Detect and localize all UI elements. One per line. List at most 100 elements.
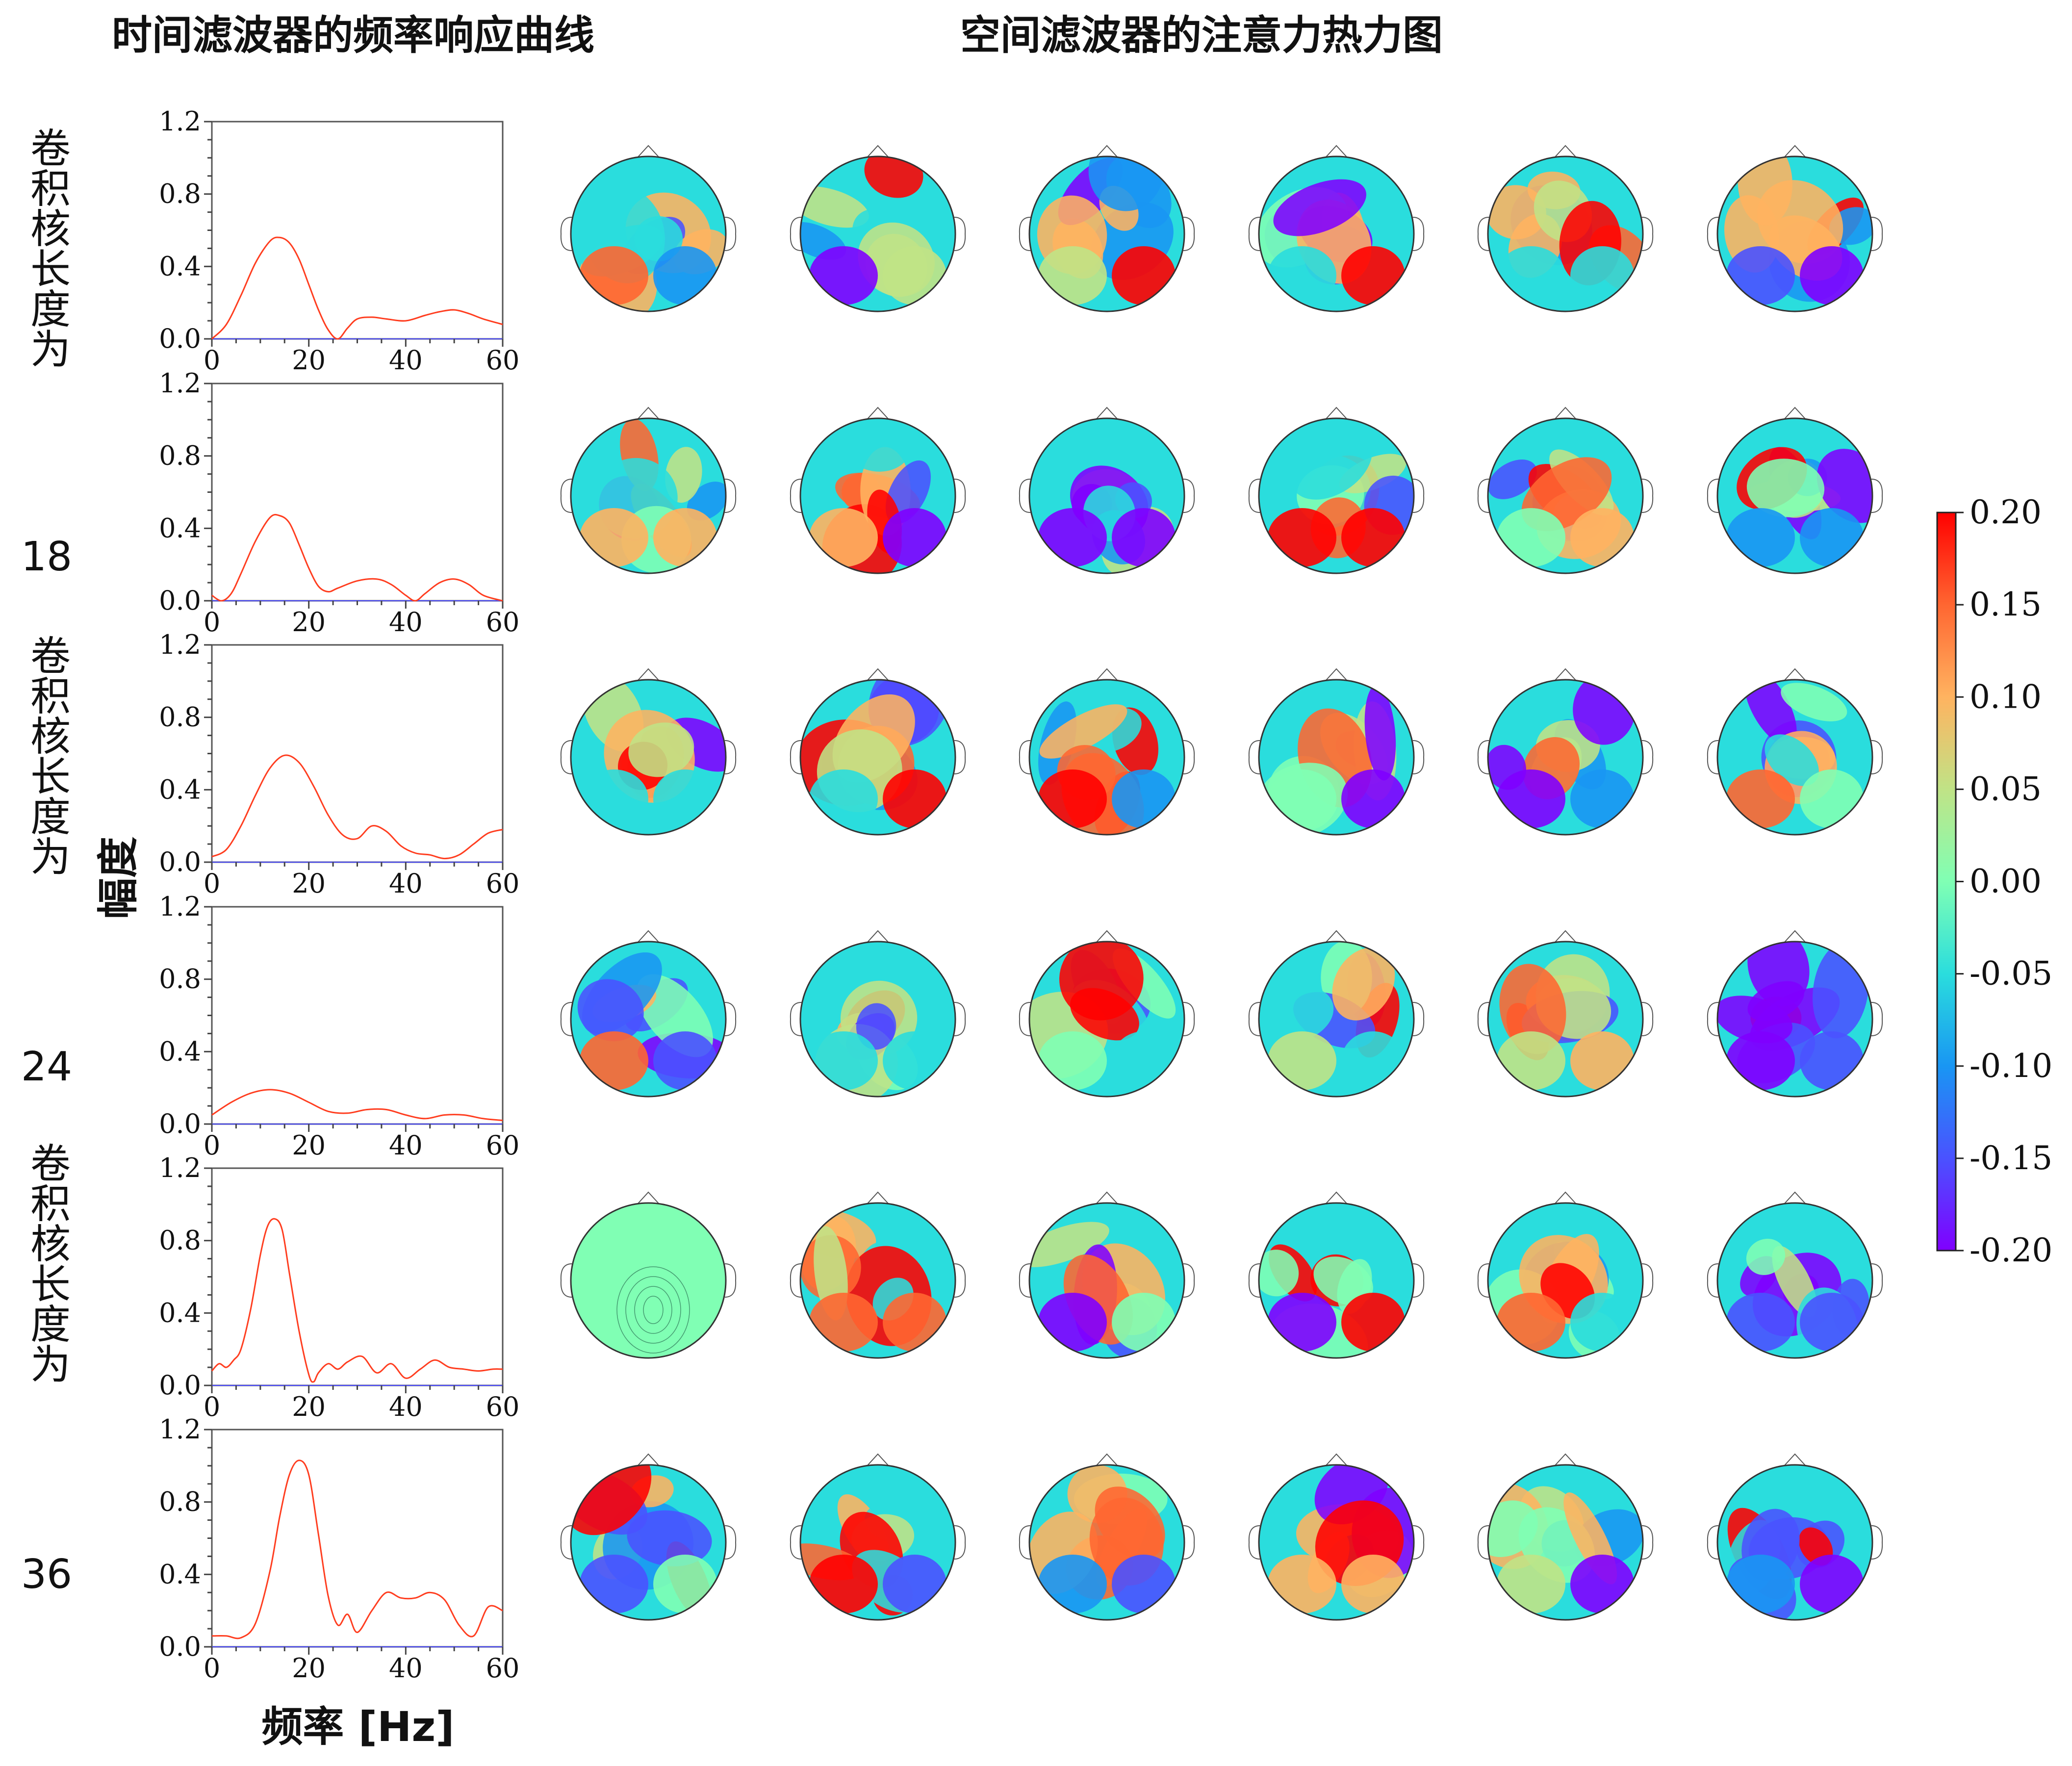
right-title: 空间滤波器的注意力热力图	[960, 12, 1443, 59]
x-tick-label: 0	[204, 345, 220, 376]
head-left-ear	[1477, 217, 1489, 251]
topomap-field	[1029, 1203, 1184, 1358]
panel-frame	[211, 383, 504, 602]
head-left-ear	[1248, 1263, 1260, 1298]
y-tick-label: 0.8	[159, 440, 201, 471]
head-nose	[637, 1191, 660, 1204]
topomap-r4-c4	[1248, 930, 1425, 1098]
colorbar-tick-label: 0.10	[1970, 678, 2042, 716]
y-tick-label: 0.0	[159, 1370, 201, 1401]
panel-frame	[211, 906, 504, 1125]
head-right-ear	[954, 479, 966, 513]
response-curve-5	[211, 1218, 503, 1383]
topomap-field	[571, 942, 726, 1097]
group-label-3: 卷积核长度为 36	[21, 1142, 72, 1598]
x-tick-label: 40	[389, 345, 423, 376]
head-left-ear	[1707, 1263, 1719, 1298]
head-outline	[570, 1202, 727, 1359]
freq-panel-4: 0.0 0.4 0.8 1.2 0 20 40 60	[159, 891, 519, 1161]
topomap-r4-c2	[790, 930, 966, 1098]
topomap-r3-c1	[560, 668, 737, 836]
freq-panel-1: 0.0 0.4 0.8 1.2 0 20 40 60	[159, 106, 519, 376]
head-right-ear	[1871, 740, 1883, 774]
head-right-ear	[1412, 740, 1425, 774]
head-right-ear	[1871, 1263, 1883, 1298]
head-left-ear	[560, 1525, 572, 1560]
head-nose	[867, 407, 889, 420]
topomap-r2-c4	[1248, 407, 1425, 574]
topomap-r4-c1	[560, 930, 737, 1098]
response-curve-3	[211, 754, 503, 860]
panel-frame	[211, 1429, 504, 1648]
head-nose	[637, 1453, 660, 1466]
head-left-ear	[1707, 1002, 1719, 1036]
head-right-ear	[1183, 1263, 1195, 1298]
topomap-r5-c1	[560, 1191, 737, 1359]
head-outline	[1258, 155, 1415, 312]
head-right-ear	[724, 1263, 737, 1298]
topomap-r4-c3	[1019, 930, 1195, 1098]
x-tick-label: 20	[292, 1130, 326, 1161]
topomap-field	[1717, 156, 1872, 311]
head-left-ear	[1477, 1002, 1489, 1036]
head-left-ear	[1248, 1002, 1260, 1036]
group-label-2-number: 24	[21, 1044, 72, 1090]
topomap-field	[1717, 680, 1872, 835]
topomap-r3-c5	[1477, 668, 1654, 836]
head-right-ear	[1641, 217, 1654, 251]
topomap-field	[1029, 156, 1184, 311]
head-nose	[1554, 668, 1577, 681]
head-outline	[1258, 1202, 1415, 1359]
head-nose	[867, 668, 889, 681]
group-label-1: 卷积核长度为 18	[21, 127, 72, 580]
head-nose	[867, 930, 889, 943]
group-label-2-text: 卷积核长度为	[24, 635, 70, 876]
x-tick-label: 20	[292, 868, 326, 899]
y-tick-label: 0.0	[159, 323, 201, 354]
head-nose	[1325, 930, 1348, 943]
head-right-ear	[1641, 740, 1654, 774]
freq-panel-5: 0.0 0.4 0.8 1.2 0 20 40 60	[159, 1152, 519, 1422]
topomap-field	[1259, 680, 1414, 835]
topomap-r5-c6	[1707, 1191, 1883, 1359]
colorbar-tick-label: 0.15	[1970, 586, 2042, 623]
topomap-field	[571, 1465, 726, 1620]
head-right-ear	[1183, 740, 1195, 774]
x-tick-label: 20	[292, 607, 326, 638]
head-left-ear	[790, 479, 802, 513]
y-tick-label: 1.2	[159, 368, 201, 399]
head-outline	[1028, 417, 1185, 574]
head-outline	[1716, 1464, 1873, 1621]
topomap-r3-c2	[790, 668, 966, 836]
colorbar-tick-label: -0.05	[1970, 955, 2052, 993]
head-right-ear	[1412, 217, 1425, 251]
group-label-1-text: 卷积核长度为	[24, 127, 70, 368]
topomap-r6-c6	[1707, 1453, 1883, 1621]
y-tick-label: 0.0	[159, 585, 201, 616]
topomap-field	[571, 418, 726, 573]
topomap-field	[1488, 156, 1643, 311]
y-tick-label: 0.8	[159, 1486, 201, 1517]
x-tick-label: 0	[204, 868, 220, 899]
colorbar-gradient	[1936, 512, 1957, 1252]
topomap-field	[571, 156, 726, 311]
head-outline	[799, 941, 956, 1098]
topomap-field	[800, 680, 955, 835]
topomap-field	[1488, 1203, 1643, 1358]
head-nose	[1554, 1191, 1577, 1204]
topomap-r2-c6	[1707, 407, 1883, 574]
head-left-ear	[1707, 1525, 1719, 1560]
head-right-ear	[1412, 1525, 1425, 1560]
x-tick-label: 20	[292, 1391, 326, 1422]
topomap-field	[571, 1203, 726, 1358]
topomap-field	[1717, 942, 1872, 1097]
head-nose	[1784, 145, 1806, 158]
head-outline	[1716, 417, 1873, 574]
head-left-ear	[1477, 1263, 1489, 1298]
y-tick-label: 0.0	[159, 846, 201, 877]
topomap-r5-c3	[1019, 1191, 1195, 1359]
head-outline	[1028, 1464, 1185, 1621]
topomap-field	[1029, 942, 1184, 1097]
head-left-ear	[560, 217, 572, 251]
